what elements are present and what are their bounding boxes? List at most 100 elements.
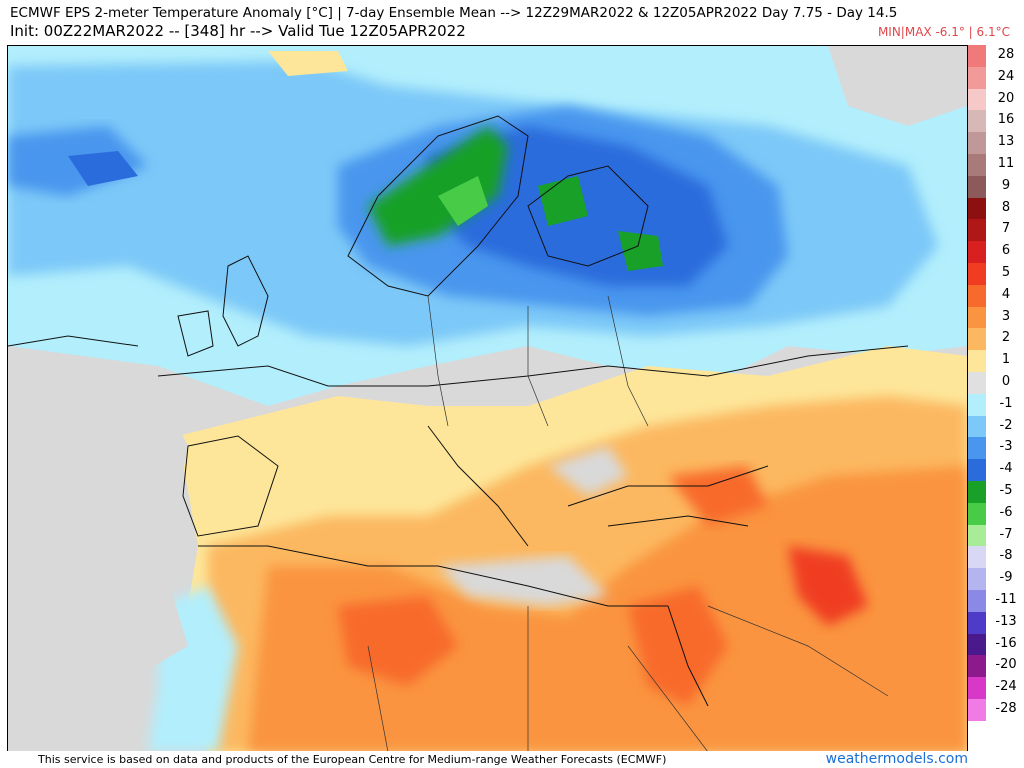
colorbar-label: -4 (999, 461, 1013, 477)
colorbar-label: 11 (997, 156, 1015, 171)
colorbar-swatch (968, 263, 986, 285)
colorbar-label: -7 (999, 526, 1013, 542)
site-link[interactable]: weathermodels.com (825, 751, 968, 767)
colorbar-entry: 8 (968, 197, 1024, 220)
colorbar-swatch (968, 590, 986, 612)
header: ECMWF EPS 2-meter Temperature Anomaly [°… (0, 0, 1024, 44)
map-canvas (8, 46, 967, 752)
colorbar-entry: -8 (968, 546, 1024, 569)
colorbar-swatch (968, 328, 986, 351)
colorbar-label: -11 (995, 592, 1017, 607)
colorbar-label: 2 (1001, 330, 1011, 346)
colorbar-label: 20 (997, 90, 1015, 106)
colorbar-swatch (968, 481, 986, 503)
colorbar-swatch (968, 437, 986, 460)
colorbar-swatch (968, 306, 986, 329)
colorbar-entry: -5 (968, 481, 1024, 503)
colorbar-label: -6 (999, 504, 1013, 520)
footer: This service is based on data and produc… (0, 751, 1024, 768)
colorbar-entry: 7 (968, 219, 1024, 242)
colorbar-label: 3 (1001, 308, 1011, 324)
colorbar-label: 5 (1001, 265, 1011, 280)
colorbar-label: -20 (995, 657, 1017, 673)
colorbar-entry: 2 (968, 328, 1024, 351)
colorbar-label: 7 (1001, 221, 1011, 237)
colorbar-entry: 1 (968, 350, 1024, 372)
colorbar-swatch (968, 110, 986, 133)
colorbar-swatch (968, 524, 986, 547)
colorbar-entry: 24 (968, 66, 1024, 89)
colorbar-entry: 3 (968, 306, 1024, 329)
country-borders (367, 295, 889, 752)
colorbar-label: -9 (999, 570, 1013, 586)
colorbar-swatch (968, 699, 986, 721)
colorbar-swatch (968, 284, 986, 307)
colorbar-swatch (968, 219, 986, 242)
colorbar-label: 9 (1001, 177, 1011, 193)
colorbar-label: 8 (1001, 199, 1011, 215)
colorbar-label: -16 (995, 635, 1017, 651)
colorbar-swatch (968, 197, 986, 220)
colorbar-entry: 9 (968, 175, 1024, 198)
cold-anomaly-field (8, 46, 967, 406)
colorbar-swatch (968, 415, 986, 438)
map-title: ECMWF EPS 2-meter Temperature Anomaly [°… (10, 5, 898, 21)
colorbar-entry: 20 (968, 88, 1024, 111)
colorbar-swatch (968, 568, 986, 590)
colorbar-swatch (968, 677, 986, 699)
colorbar-entry: -6 (968, 502, 1024, 525)
colorbar-entry: -16 (968, 633, 1024, 656)
colorbar-entry: -20 (968, 655, 1024, 678)
colorbar-entry: 5 (968, 263, 1024, 285)
colorbar-swatch (968, 241, 986, 263)
colorbar-label: -1 (999, 395, 1013, 411)
colorbar-entry: -9 (968, 568, 1024, 590)
colorbar-entry: 6 (968, 241, 1024, 263)
colorbar-entry: -11 (968, 590, 1024, 612)
colorbar-label: -13 (995, 613, 1017, 629)
colorbar-entry: -7 (968, 524, 1024, 547)
colorbar-label: 24 (997, 68, 1015, 84)
colorbar-label: -2 (999, 417, 1013, 433)
colorbar-label: -5 (999, 483, 1013, 498)
colorbar-swatch (968, 633, 986, 656)
colorbar-label: 6 (1001, 243, 1011, 259)
min-max-label: MIN|MAX -6.1° | 6.1°C (877, 25, 1010, 39)
warm-anomaly-field (8, 346, 967, 752)
colorbar-label: 0 (1001, 374, 1011, 389)
colorbar-swatch (968, 655, 986, 678)
colorbar-swatch (968, 611, 986, 634)
anomaly-map[interactable] (7, 45, 968, 753)
colorbar-label: 13 (997, 134, 1015, 150)
colorbar-entry: 28 (968, 45, 1024, 67)
colorbar-swatch (968, 372, 986, 394)
colorbar-entry: -4 (968, 459, 1024, 481)
colorbar-entry: -1 (968, 393, 1024, 416)
colorbar-entry: -24 (968, 677, 1024, 699)
colorbar-swatch (968, 66, 986, 89)
colorbar-entry: 13 (968, 132, 1024, 154)
colorbar-swatch (968, 502, 986, 525)
colorbar-swatch (968, 154, 986, 176)
colorbar-label: 28 (997, 47, 1015, 62)
colorbar-entry: 4 (968, 284, 1024, 307)
colorbar-swatch (968, 546, 986, 569)
ecmwf-credit: This service is based on data and produc… (38, 753, 667, 766)
colorbar-swatch (968, 350, 986, 372)
colorbar-swatch (968, 132, 986, 154)
colorbar-label: 4 (1001, 286, 1011, 302)
colorbar-swatch (968, 45, 986, 67)
colorbar-swatch (968, 459, 986, 481)
colorbar-swatch (968, 175, 986, 198)
colorbar-label: 16 (997, 112, 1015, 128)
colorbar-entry: -3 (968, 437, 1024, 460)
colorbar-entry: 11 (968, 154, 1024, 176)
colorbar-entry: 0 (968, 372, 1024, 394)
colorbar-entry: -2 (968, 415, 1024, 438)
colorbar-entry: -28 (968, 699, 1024, 721)
colorbar-swatch (968, 393, 986, 416)
colorbar-label: -24 (995, 679, 1017, 695)
colorbar-entry: 16 (968, 110, 1024, 133)
colorbar-label: -3 (999, 439, 1013, 455)
colorbar-label: -28 (995, 701, 1017, 716)
